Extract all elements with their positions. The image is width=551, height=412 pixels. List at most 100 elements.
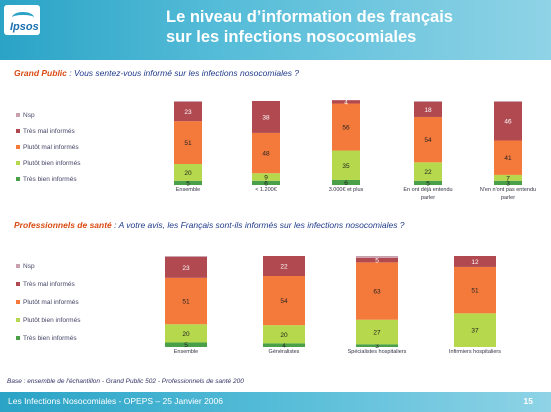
bar-segment xyxy=(494,101,522,141)
legend-swatch xyxy=(16,161,20,166)
bar-segment xyxy=(494,140,522,175)
legend-item-nsp: Nsp xyxy=(16,112,35,121)
data-label: 23 xyxy=(184,109,192,116)
data-label: 5 xyxy=(426,180,430,187)
bar-segment xyxy=(414,162,442,181)
data-label: 18 xyxy=(424,107,432,114)
bar-segment xyxy=(494,180,522,185)
data-label: 3 xyxy=(375,343,379,350)
data-label: 20 xyxy=(184,170,192,177)
legend-swatch xyxy=(16,129,20,134)
category-label: parler xyxy=(421,195,435,201)
bar-segment xyxy=(356,344,398,347)
category-label: Infirmiers hospitaliers xyxy=(449,349,501,355)
legend-swatch xyxy=(16,113,20,118)
category-label: Ensemble xyxy=(174,349,198,355)
bar-segment xyxy=(174,164,202,181)
legend-swatch xyxy=(16,282,20,287)
bar-segment xyxy=(252,132,280,174)
data-label: 3 xyxy=(506,180,510,187)
legend-swatch xyxy=(16,177,20,182)
bar-segment xyxy=(165,324,207,343)
data-label: 22 xyxy=(424,169,432,176)
data-label: 38 xyxy=(262,114,270,121)
legend-item-tres-bien: Très bien informés xyxy=(16,335,77,344)
legend-swatch xyxy=(16,336,20,341)
logo-text: Ipsos xyxy=(10,21,39,33)
category-label: Généralistes xyxy=(269,349,300,355)
data-label: 41 xyxy=(504,155,512,162)
bar-segment xyxy=(414,101,442,117)
legend-swatch xyxy=(16,145,20,150)
bar-segment xyxy=(174,101,202,122)
category-label: Spécialistes hospitaliers xyxy=(348,349,407,355)
bar-segment xyxy=(414,116,442,163)
bar-segment xyxy=(165,277,207,325)
data-label: 51 xyxy=(182,299,190,306)
bar-segment xyxy=(332,150,360,180)
legend-item-tres-bien: Très bien informés xyxy=(16,176,77,185)
bar-segment xyxy=(263,343,305,347)
bar-segment xyxy=(252,173,280,181)
bar-segment xyxy=(494,174,522,181)
bar-segment xyxy=(252,180,280,185)
audience-label: Grand Public xyxy=(14,68,67,78)
data-label: 27 xyxy=(373,329,381,336)
ipsos-logo: Ipsos xyxy=(4,5,40,35)
data-label: 4 xyxy=(344,99,348,106)
data-label: 22 xyxy=(280,264,288,271)
legend-swatch xyxy=(16,264,20,269)
bar-segment xyxy=(332,179,360,185)
legend-item-plutot-mal: Plutôt mal informés xyxy=(16,299,79,308)
legend-item-tres-mal: Très mal informés xyxy=(16,128,75,137)
bar-segment xyxy=(165,342,207,347)
bar-segment xyxy=(414,101,442,102)
category-label: En ont déjà entendu xyxy=(403,187,452,193)
data-label: 63 xyxy=(373,289,381,296)
page-title: Le niveau d’information des français sur… xyxy=(166,8,453,46)
data-label: 9 xyxy=(264,175,268,182)
bar-segment xyxy=(356,257,398,263)
legend-item-plutot-bien: Plutôt bien informés xyxy=(16,160,80,169)
bar-segment xyxy=(494,101,522,102)
legend-item-plutot-bien: Plutôt bien informés xyxy=(16,317,80,326)
data-label: 5 xyxy=(184,342,188,349)
data-label: 23 xyxy=(182,265,190,272)
footer-text: Les Infections Nosocomiales - OPEPS – 25… xyxy=(8,396,223,406)
bar-segment xyxy=(252,101,280,133)
footnote: Base : ensemble de l'échantillon - Grand… xyxy=(7,378,244,385)
legend-swatch xyxy=(16,300,20,305)
category-label: < 1.200€ xyxy=(255,187,277,193)
data-label: 35 xyxy=(342,163,350,170)
data-label: 6 xyxy=(264,180,268,187)
data-label: 54 xyxy=(280,298,288,305)
data-label: 12 xyxy=(471,259,479,266)
legend-item-plutot-mal: Plutôt mal informés xyxy=(16,144,79,153)
bar-segment xyxy=(332,103,360,151)
category-label: Ensemble xyxy=(176,187,200,193)
bar-segment xyxy=(174,180,202,185)
category-label: parler xyxy=(501,195,515,201)
audience-label: Professionnels de santé xyxy=(14,220,112,230)
legend-swatch xyxy=(16,318,20,323)
bar-segment xyxy=(165,256,207,278)
section-question-professionnels: Professionnels de santé : A votre avis, … xyxy=(14,220,405,230)
data-label: 7 xyxy=(506,175,510,182)
legend-item-tres-mal: Très mal informés xyxy=(16,281,75,290)
bar-segment xyxy=(356,262,398,320)
header-bar: Ipsos Le niveau d’information des frança… xyxy=(0,0,551,60)
data-label: 48 xyxy=(262,151,270,158)
bar-segment xyxy=(454,256,496,267)
data-label: 37 xyxy=(471,328,479,335)
category-label: N'en n'ont pas entendu xyxy=(480,187,536,193)
footer-bar: Les Infections Nosocomiales - OPEPS – 25… xyxy=(0,392,551,412)
data-label: 51 xyxy=(184,140,192,147)
data-label: 20 xyxy=(182,331,190,338)
page-number: 15 xyxy=(523,396,533,406)
bar-segment xyxy=(356,256,398,258)
data-label: 4 xyxy=(282,343,286,350)
bar-segment xyxy=(454,313,496,347)
data-label: 5 xyxy=(375,258,379,265)
bar-segment xyxy=(263,276,305,326)
bar-segment xyxy=(454,266,496,314)
